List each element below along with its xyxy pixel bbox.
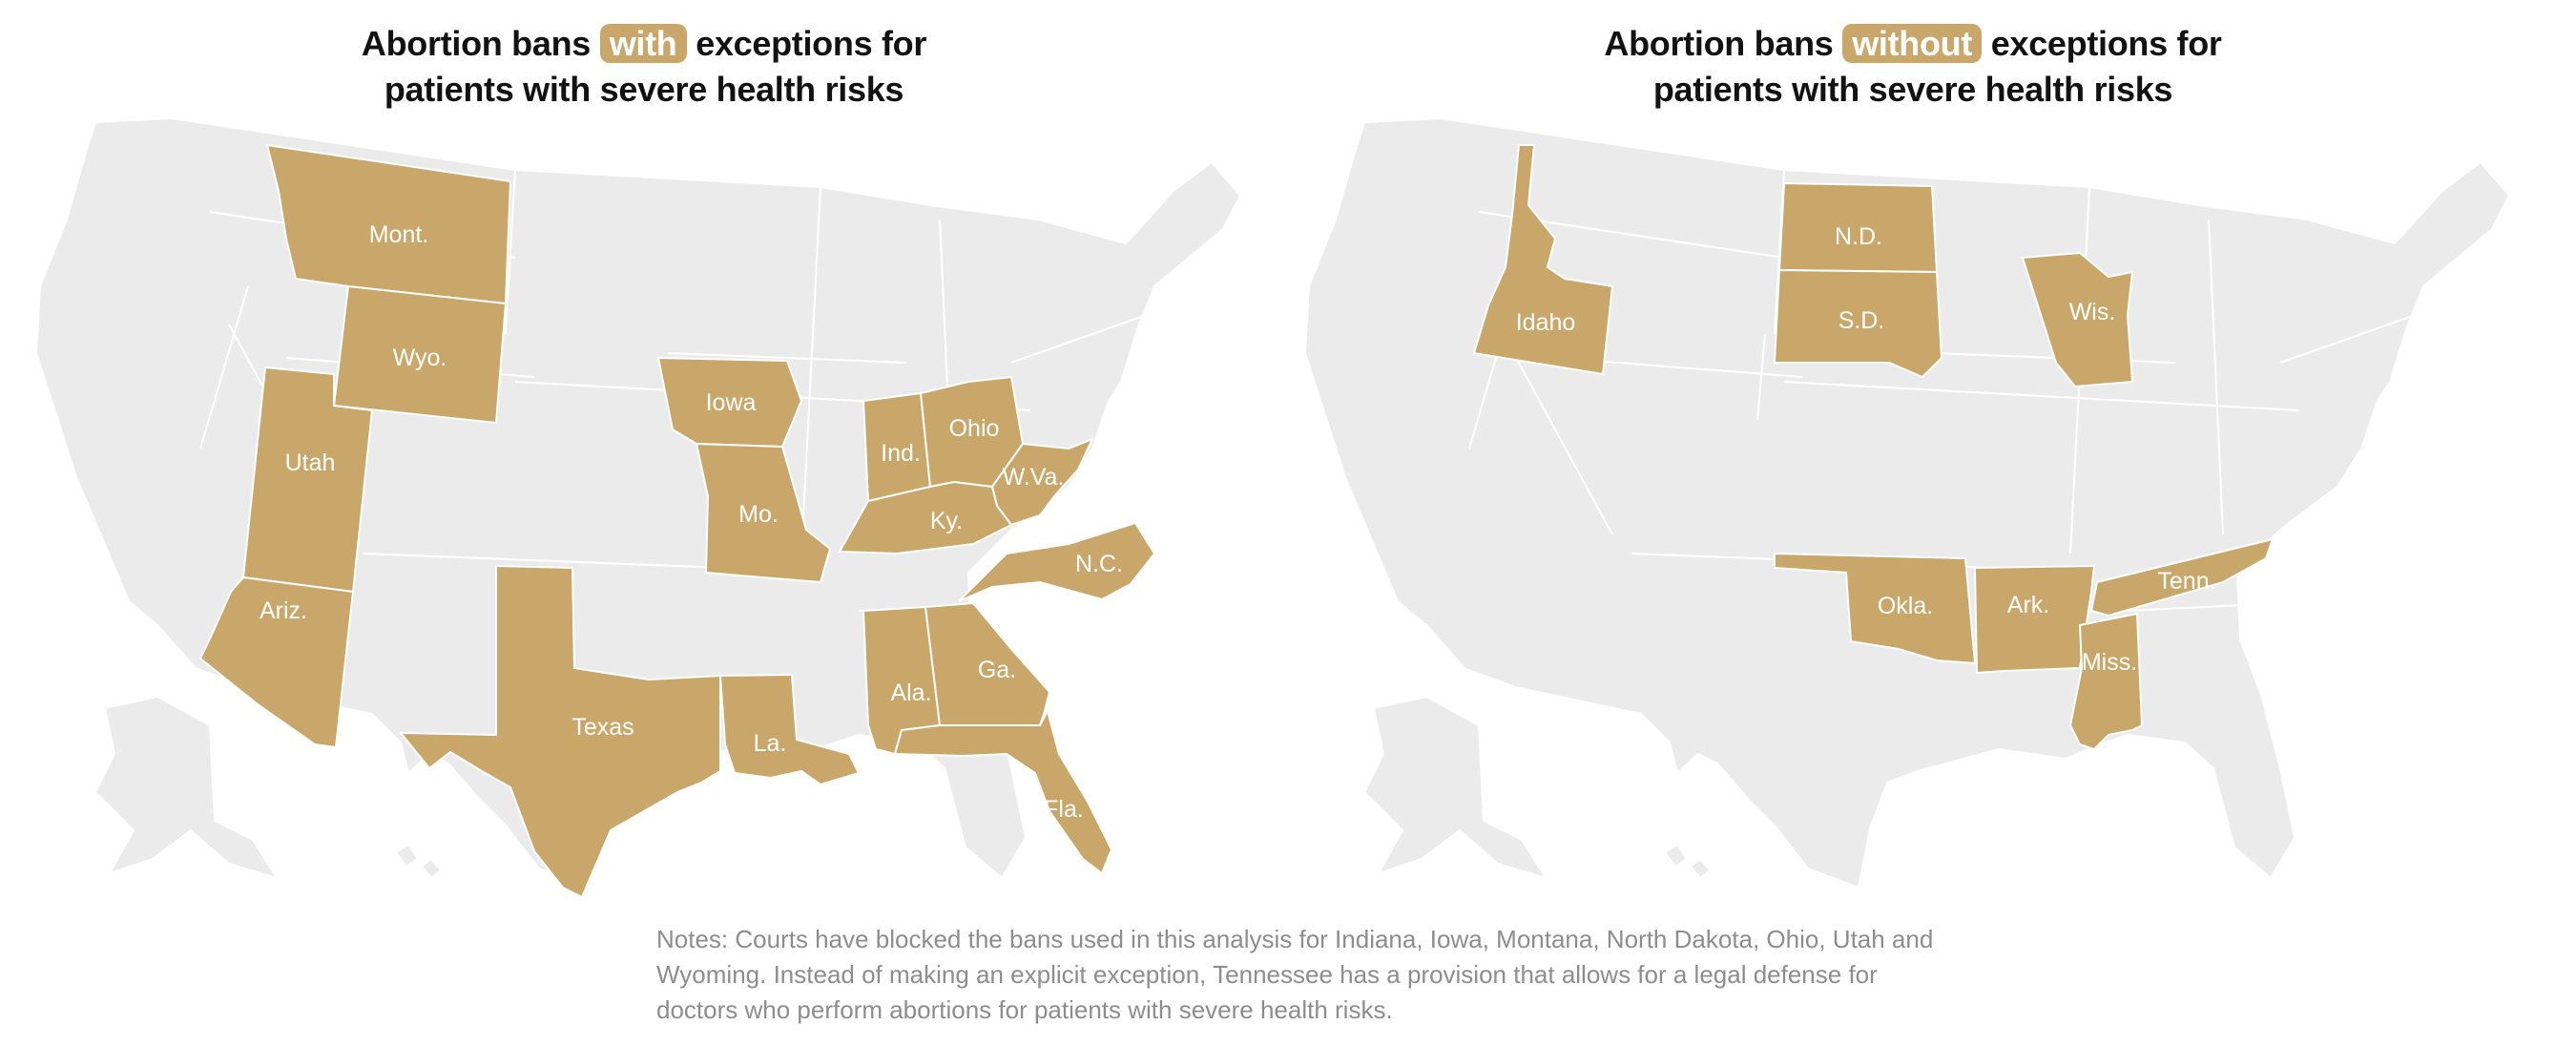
state-label: Miss. xyxy=(2082,649,2137,676)
alaska-shape xyxy=(1362,695,1548,880)
map-title-with-exceptions: Abortion bans with exceptions for patien… xyxy=(0,21,1288,113)
state-fla xyxy=(893,708,1113,875)
state-idaho xyxy=(1472,144,1614,376)
highlighted-states xyxy=(198,143,1156,899)
map-title-without-exceptions: Abortion bans without exceptions for pat… xyxy=(1269,21,2557,113)
map-panel-with-exceptions: Mont. Wyo. Utah Ariz. Texas Iowa Mo. La.… xyxy=(0,0,1288,916)
state-label: Wyo. xyxy=(393,345,447,371)
state-label: Ariz. xyxy=(260,597,307,624)
state-la xyxy=(718,673,861,786)
state-label: S.D. xyxy=(1839,307,1885,334)
title-highlight: without xyxy=(1842,24,1983,63)
state-nc xyxy=(958,521,1156,602)
state-ky xyxy=(838,480,1013,555)
state-label: Idaho xyxy=(1516,309,1576,336)
state-label: Fla. xyxy=(1044,796,1084,823)
state-label: Okla. xyxy=(1878,593,1933,619)
state-labels: Idaho N.D. S.D. Wis. Okla. Ark. Tenn. Mi… xyxy=(1516,223,2216,676)
us-map-without-exceptions: Idaho N.D. S.D. Wis. Okla. Ark. Tenn. Mi… xyxy=(1303,116,2511,889)
title-text: patients with severe health risks xyxy=(1652,70,2173,109)
state-okla xyxy=(1774,552,1977,665)
state-mont xyxy=(265,143,512,305)
state-label: N.C. xyxy=(1075,551,1123,577)
state-wyo xyxy=(332,284,508,425)
state-labels: Mont. Wyo. Utah Ariz. Texas Iowa Mo. La.… xyxy=(260,221,1123,823)
state-label: Ind. xyxy=(881,440,921,467)
state-label: N.D. xyxy=(1835,223,1882,250)
state-label: Iowa xyxy=(706,389,757,416)
state-mo xyxy=(695,442,832,584)
state-label: La. xyxy=(754,730,787,757)
hawaii-shape xyxy=(394,843,443,880)
state-label: Utah xyxy=(285,450,336,476)
title-text: Abortion bans xyxy=(1604,24,1834,63)
alaska-shape xyxy=(93,695,280,880)
map-panel-without-exceptions: Idaho N.D. S.D. Wis. Okla. Ark. Tenn. Mi… xyxy=(1269,0,2557,916)
state-label: Ala. xyxy=(890,680,931,706)
title-text: patients with severe health risks xyxy=(384,70,904,109)
title-text: exceptions for xyxy=(1990,24,2222,63)
state-label: Ky. xyxy=(930,508,963,534)
state-label: Tenn. xyxy=(2157,568,2215,595)
state-tenn xyxy=(2089,537,2275,617)
state-label: Texas xyxy=(571,714,634,741)
state-sd xyxy=(1773,268,1943,379)
state-miss xyxy=(2068,612,2144,751)
state-label: Mont. xyxy=(369,221,429,248)
state-label: Ga. xyxy=(978,657,1016,683)
state-label: Mo. xyxy=(738,501,779,528)
state-label: W.Va. xyxy=(1003,464,1065,491)
title-text: Abortion bans xyxy=(361,24,592,63)
state-label: Ark. xyxy=(2007,592,2049,618)
state-wis xyxy=(2021,251,2134,388)
title-highlight: with xyxy=(599,24,687,63)
state-texas xyxy=(398,564,721,899)
us-map-with-exceptions: Mont. Wyo. Utah Ariz. Texas Iowa Mo. La.… xyxy=(34,116,1242,899)
state-label: Ohio xyxy=(949,415,1000,442)
state-ark xyxy=(1973,564,2096,675)
title-text: exceptions for xyxy=(696,24,927,63)
chart-notes: Notes: Courts have blocked the bans used… xyxy=(656,925,1934,1024)
state-label: Wis. xyxy=(2069,299,2116,325)
state-ariz xyxy=(198,575,355,749)
hawaii-shape xyxy=(1663,843,1712,880)
highlighted-states xyxy=(1472,144,2275,751)
